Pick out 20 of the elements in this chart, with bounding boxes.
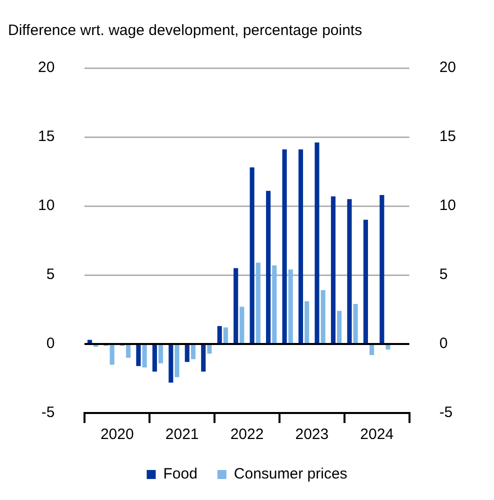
x-tick-label: 2021 (165, 426, 199, 444)
y-tick-label: 0 (46, 335, 55, 352)
y-tick-label: 5 (46, 266, 55, 284)
x-tick-label: 2024 (360, 426, 394, 444)
legend-label: Food (163, 466, 198, 483)
x-tick-label: 2023 (295, 426, 329, 444)
y-tick-label: -5 (41, 404, 55, 422)
y2-tick-label: 0 (439, 335, 448, 352)
y-tick-label: 10 (38, 197, 55, 214)
legend-label: Consumer prices (234, 466, 348, 483)
x-tick-label: 2022 (230, 426, 264, 444)
y2-tick-label: 20 (439, 59, 456, 76)
y2-tick-label: 5 (439, 266, 448, 284)
x-tick-label: 2020 (100, 426, 134, 444)
y2-tick-label: 10 (439, 197, 456, 214)
y-axis-title: Difference wrt. wage development, percentage points (8, 22, 362, 40)
y-tick-label: 15 (38, 128, 55, 146)
y2-tick-label: 15 (439, 128, 456, 146)
y-tick-label: 20 (38, 59, 55, 76)
y2-tick-label: -5 (439, 404, 453, 422)
